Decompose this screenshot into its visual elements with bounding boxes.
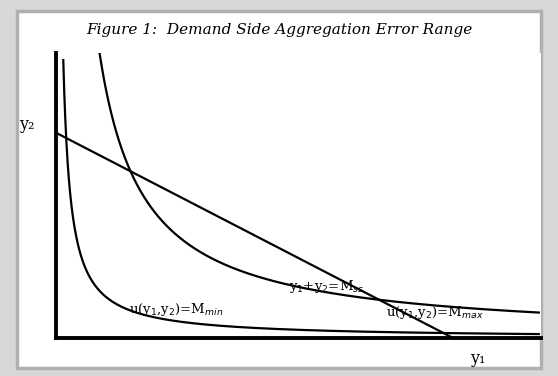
Text: y$_1$+y$_2$=M$_{ss}$: y$_1$+y$_2$=M$_{ss}$ [289,279,364,296]
Text: y₁: y₁ [470,350,486,367]
Text: u(y$_1$,y$_2$)=M$_{min}$: u(y$_1$,y$_2$)=M$_{min}$ [128,301,223,318]
Text: u(y$_1$,y$_2$)=M$_{max}$: u(y$_1$,y$_2$)=M$_{max}$ [386,304,484,321]
Text: Figure 1:  Demand Side Aggregation Error Range: Figure 1: Demand Side Aggregation Error … [86,23,472,36]
Text: y₂: y₂ [19,115,35,133]
